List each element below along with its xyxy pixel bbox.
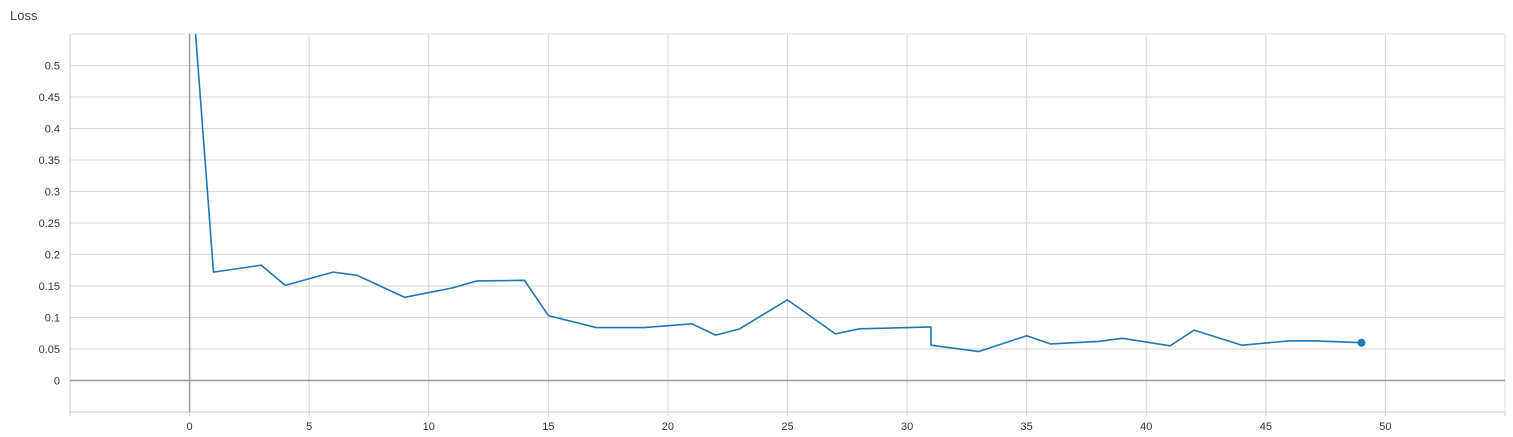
last-point-marker — [1357, 338, 1366, 347]
x-tick-label: 45 — [1260, 421, 1272, 433]
x-tick-label: 10 — [423, 421, 435, 433]
y-tick-label: 0.25 — [39, 218, 60, 230]
x-tick-label: 50 — [1379, 421, 1391, 433]
axes — [69, 34, 1506, 416]
y-tick-label: 0.05 — [39, 344, 60, 356]
plot-area — [194, 34, 1366, 353]
y-tick-label: 0.5 — [45, 61, 60, 73]
x-tick-label: 40 — [1140, 421, 1152, 433]
y-tick-label: 0.3 — [45, 187, 60, 199]
y-tick-label: 0.2 — [45, 250, 60, 262]
x-tick-label: 15 — [542, 421, 554, 433]
y-tick-label: 0.4 — [45, 124, 60, 136]
grid-lines — [70, 33, 1506, 412]
x-tick-label: 25 — [781, 421, 793, 433]
y-tick-label: 0 — [54, 376, 60, 388]
y-tick-label: 0.35 — [39, 155, 60, 167]
x-tick-label: 5 — [306, 421, 312, 433]
x-tick-label: 35 — [1021, 421, 1033, 433]
y-tick-label: 0.45 — [39, 92, 60, 104]
y-tick-labels: 0 0.05 0.1 0.15 0.2 0.25 0.3 0.35 0.4 0.45 0.5 — [39, 61, 60, 388]
x-tick-label: 20 — [662, 421, 674, 433]
y-tick-label: 0.1 — [45, 313, 60, 325]
chart-title: Loss — [10, 8, 38, 23]
x-tick-label: 30 — [901, 421, 913, 433]
series-line — [194, 34, 1362, 353]
x-tick-labels: 0 5 10 15 20 25 30 35 40 45 50 — [187, 421, 1392, 433]
y-tick-label: 0.15 — [39, 281, 60, 293]
x-tick-label: 0 — [187, 421, 193, 433]
